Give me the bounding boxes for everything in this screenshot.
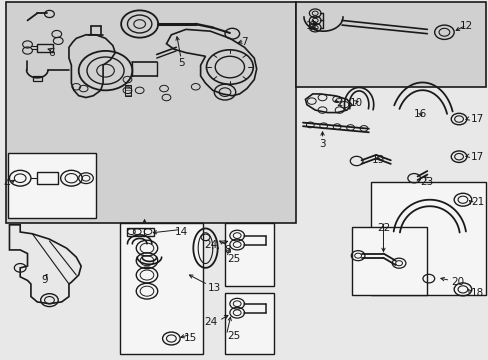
Bar <box>224 223 273 286</box>
Text: 1: 1 <box>141 228 147 238</box>
Text: 22: 22 <box>376 223 389 233</box>
Text: 18: 18 <box>470 288 484 298</box>
Text: 17: 17 <box>470 114 484 124</box>
Text: 2: 2 <box>336 98 342 108</box>
Bar <box>351 226 427 295</box>
Text: 13: 13 <box>207 283 221 293</box>
Text: 12: 12 <box>459 21 472 31</box>
Text: 19: 19 <box>371 155 385 165</box>
Text: 24: 24 <box>204 239 217 249</box>
Text: 10: 10 <box>349 98 363 108</box>
Bar <box>224 293 273 354</box>
Text: 16: 16 <box>412 109 426 119</box>
Text: 5: 5 <box>178 58 184 68</box>
Text: 3: 3 <box>319 139 325 149</box>
Text: 4: 4 <box>3 179 10 189</box>
Text: 8: 8 <box>224 245 230 255</box>
Text: 25: 25 <box>227 254 240 264</box>
Bar <box>125 85 131 96</box>
Bar <box>295 3 485 87</box>
Bar <box>37 44 53 52</box>
Bar <box>370 182 485 295</box>
Text: 21: 21 <box>470 197 484 207</box>
Bar <box>5 3 295 223</box>
Bar <box>8 153 96 218</box>
Text: 15: 15 <box>184 333 197 343</box>
Text: 14: 14 <box>174 227 187 237</box>
Bar <box>120 223 203 354</box>
Text: 24: 24 <box>204 317 217 327</box>
Text: 20: 20 <box>451 277 464 287</box>
Bar <box>33 76 42 81</box>
Text: 7: 7 <box>241 37 247 47</box>
Bar <box>37 172 58 184</box>
Text: 17: 17 <box>470 152 484 162</box>
Text: 25: 25 <box>227 331 240 341</box>
Text: 6: 6 <box>48 48 55 58</box>
Text: 23: 23 <box>420 177 433 187</box>
Text: 9: 9 <box>41 275 48 285</box>
Text: 11: 11 <box>305 21 318 31</box>
Bar <box>127 228 154 235</box>
